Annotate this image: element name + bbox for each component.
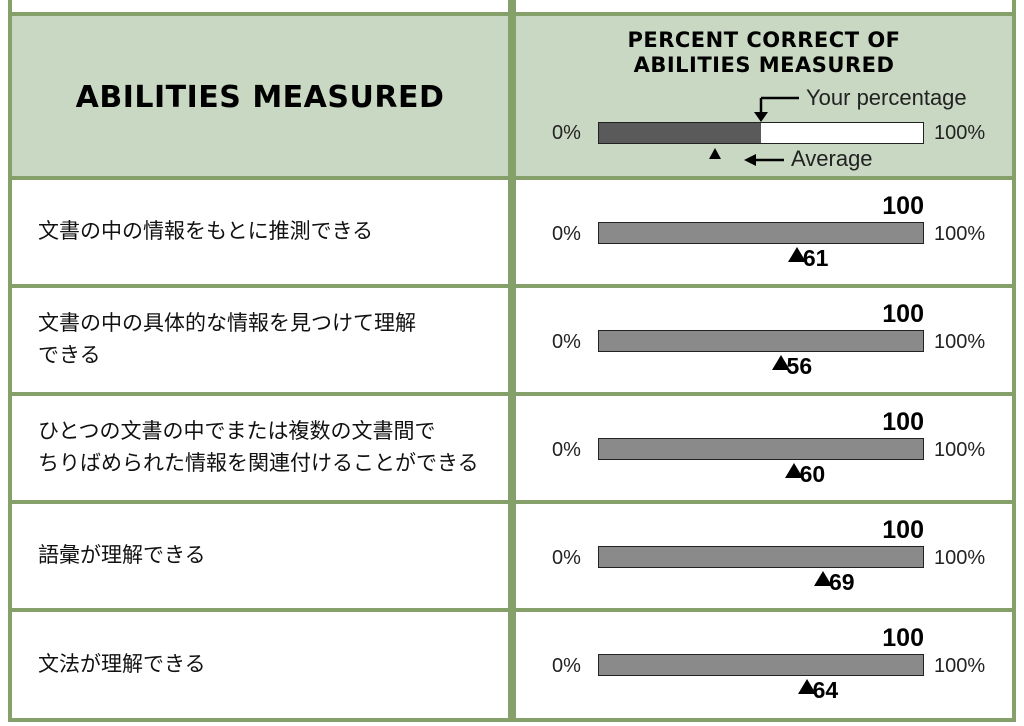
ability-label-cell-5: 文法が理解できる — [12, 612, 508, 718]
bar-min-label: 0% — [552, 547, 581, 569]
bar-max-label: 100% — [934, 655, 986, 677]
your-score-label: 100 — [882, 624, 924, 652]
average-label: Average — [791, 146, 873, 171]
average-arrow-icon — [744, 154, 784, 166]
percent-header-cell: PERCENT CORRECT OF ABILITIES MEASURED 0%… — [516, 16, 1012, 176]
ability-bar-cell-3: 0% 100% 100 60 — [516, 396, 1012, 500]
score-bar — [598, 546, 924, 568]
score-bar — [598, 438, 924, 460]
average-value: 69 — [828, 569, 855, 595]
score-bar-fill — [599, 655, 923, 675]
score-report-table: ABILITIES MEASURED PERCENT CORRECT OF AB… — [8, 0, 1016, 722]
legend-bar-fill — [599, 123, 761, 143]
average-value: 56 — [786, 353, 813, 379]
ability-label: 文書の中の具体的な情報を見つけて理解 できる — [38, 308, 488, 372]
abilities-measured-heading: ABILITIES MEASURED — [75, 80, 445, 115]
legend-min-label: 0% — [552, 122, 581, 144]
average-triangle-icon — [771, 355, 790, 370]
score-bar-fill — [599, 223, 923, 243]
percent-heading-line1: PERCENT CORRECT OF — [627, 28, 901, 52]
ability-label-cell-3: ひとつの文書の中でまたは複数の文書間でちりばめられた情報を関連付けることができる — [12, 396, 508, 500]
your-score-label: 100 — [882, 408, 924, 436]
ability-label: 語彙が理解できる — [38, 540, 488, 572]
bar-min-label: 0% — [552, 331, 581, 353]
ability-label-line: ひとつの文書の中でまたは複数の文書間で — [38, 420, 436, 443]
ability-label: 文書の中の情報をもとに推測できる — [38, 216, 488, 248]
top-strip-left — [12, 0, 508, 12]
ability-bar-cell-4: 0% 100% 100 69 — [516, 504, 1012, 608]
bar-max-label: 100% — [934, 439, 986, 461]
bar-min-label: 0% — [552, 655, 581, 677]
score-bar — [598, 222, 924, 244]
ability-label-line: 文書の中の具体的な情報を見つけて理解 — [38, 312, 416, 335]
legend-arrows — [744, 96, 799, 166]
ability-bar-cell-2: 0% 100% 100 56 — [516, 288, 1012, 392]
average-value: 61 — [802, 245, 829, 271]
average-value: 64 — [812, 677, 839, 703]
ability-label-line: できる — [38, 344, 101, 367]
average-triangle-icon — [784, 463, 803, 478]
your-score-label: 100 — [882, 300, 924, 328]
ability-bar-cell-5: 0% 100% 100 64 — [516, 612, 1012, 718]
ability-bar-cell-1: 0% 100% 100 61 — [516, 180, 1012, 284]
legend-max-label: 100% — [934, 122, 986, 144]
ability-label-line: ちりばめられた情報を関連付けることができる — [38, 452, 479, 475]
ability-label: 文法が理解できる — [38, 649, 488, 681]
ability-label-line: 文書の中の情報をもとに推測できる — [38, 220, 374, 243]
bar-min-label: 0% — [552, 439, 581, 461]
average-triangle-icon — [797, 679, 816, 694]
score-bar-fill — [599, 439, 923, 459]
legend-bar — [598, 122, 924, 144]
your-percentage-label: Your percentage — [806, 85, 967, 110]
abilities-header-cell: ABILITIES MEASURED — [12, 16, 508, 176]
ability-label-cell-1: 文書の中の情報をもとに推測できる — [12, 180, 508, 284]
your-percentage-arrow-icon — [754, 96, 799, 122]
your-score-label: 100 — [882, 192, 924, 220]
ability-label-cell-4: 語彙が理解できる — [12, 504, 508, 608]
score-bar-fill — [599, 547, 923, 567]
percent-heading-line2: ABILITIES MEASURED — [633, 53, 895, 77]
average-value: 60 — [799, 461, 826, 487]
ability-label-cell-2: 文書の中の具体的な情報を見つけて理解 できる — [12, 288, 508, 392]
percent-correct-heading: PERCENT CORRECT OF ABILITIES MEASURED — [516, 28, 1012, 78]
bar-max-label: 100% — [934, 223, 986, 245]
your-score-label: 100 — [882, 516, 924, 544]
bar-min-label: 0% — [552, 223, 581, 245]
top-strip-right — [516, 0, 1012, 12]
ability-label-line: 語彙が理解できる — [38, 544, 206, 567]
score-bar — [598, 654, 924, 676]
ability-label: ひとつの文書の中でまたは複数の文書間でちりばめられた情報を関連付けることができる — [38, 416, 488, 480]
average-triangle-icon — [813, 571, 832, 586]
ability-label-line: 文法が理解できる — [38, 653, 206, 676]
bar-max-label: 100% — [934, 547, 986, 569]
bar-max-label: 100% — [934, 331, 986, 353]
score-bar-fill — [599, 331, 923, 351]
average-triangle-icon — [709, 148, 722, 159]
average-triangle-icon — [787, 247, 806, 262]
score-bar — [598, 330, 924, 352]
